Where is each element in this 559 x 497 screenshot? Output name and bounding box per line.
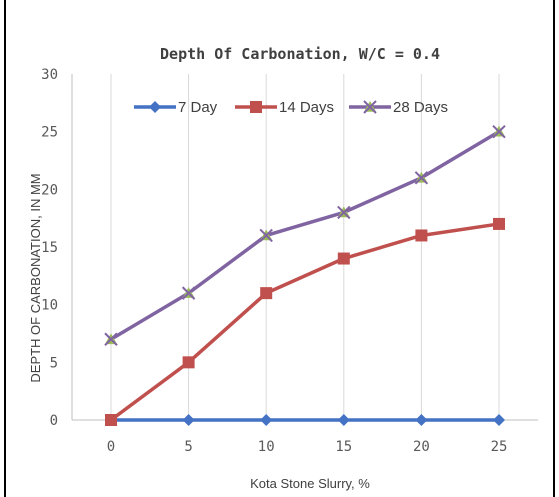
data-point — [493, 414, 505, 426]
legend-entry: 28 Days — [349, 99, 448, 116]
series-group — [104, 124, 506, 426]
data-point — [415, 229, 428, 242]
data-point — [337, 414, 350, 426]
series-2 — [105, 217, 505, 426]
series-line — [109, 222, 500, 422]
series-line — [110, 130, 500, 341]
y-tick-labels: 0 5 10 15 20 25 30 — [41, 67, 58, 429]
x-tick-label: 15 — [335, 439, 352, 455]
chart-frame — [4, 0, 555, 497]
data-point — [492, 124, 506, 139]
y-tick-label: 20 — [41, 182, 58, 198]
y-axis-title: DEPTH OF CARBONATION, IN MM — [28, 173, 43, 382]
x-tick-labels: 0 5 10 15 20 25 — [107, 439, 508, 455]
legend-marker — [250, 101, 262, 113]
x-tick-label: 0 — [107, 439, 115, 455]
data-point — [260, 414, 273, 426]
data-point — [104, 332, 118, 346]
data-point — [415, 414, 428, 426]
x-tick-label: 10 — [258, 439, 275, 455]
series-3 — [104, 124, 506, 346]
data-point — [182, 414, 195, 426]
gridlines — [110, 74, 500, 420]
y-tick-label: 30 — [41, 67, 58, 83]
legend-label: 7 Day — [178, 99, 218, 116]
chart-title: Depth Of Carbonation, W/C = 0.4 — [160, 45, 440, 63]
data-point — [260, 287, 273, 300]
x-axis-title: Kota Stone Slurry, % — [250, 476, 370, 491]
legend-marker — [149, 101, 161, 113]
legend-entry: 14 Days — [235, 99, 334, 116]
x-tick-label: 25 — [491, 439, 508, 455]
y-tick-label: 15 — [41, 240, 58, 256]
data-point — [493, 217, 505, 230]
data-point — [181, 286, 196, 300]
legend-label: 14 Days — [279, 99, 334, 116]
x-tick-label: 5 — [184, 439, 192, 455]
y-tick-label: 25 — [41, 125, 58, 141]
data-point — [259, 228, 273, 243]
legend-entry: 7 Day — [134, 99, 218, 116]
series-1 — [105, 414, 505, 426]
y-tick-label: 10 — [41, 298, 58, 314]
data-point — [105, 414, 117, 426]
legend: 7 Day 14 Days 28 Days — [134, 99, 448, 116]
data-point — [337, 205, 351, 220]
y-tick-label: 5 — [50, 355, 58, 371]
data-point — [182, 356, 195, 369]
y-tick-label: 0 — [50, 413, 58, 429]
data-point — [414, 171, 429, 185]
x-tick-label: 20 — [413, 439, 430, 455]
legend-marker — [363, 100, 377, 114]
axes — [71, 74, 538, 421]
data-point — [337, 252, 350, 265]
legend-label: 28 Days — [393, 99, 448, 116]
